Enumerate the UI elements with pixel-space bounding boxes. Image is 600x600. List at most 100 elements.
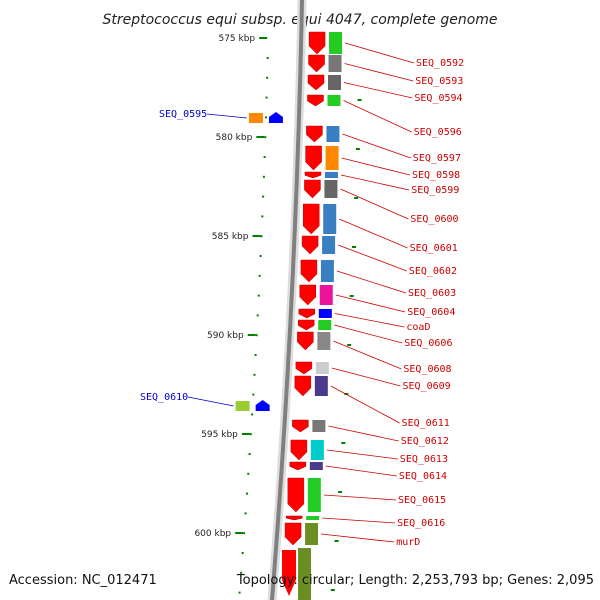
gene-arrow xyxy=(292,419,309,433)
skew-dot xyxy=(253,373,256,376)
label-leader xyxy=(323,494,397,501)
skew-dot xyxy=(265,96,268,99)
cog-bar xyxy=(318,309,332,318)
scale-label: 580 kbp xyxy=(216,133,253,143)
cog-bar xyxy=(306,516,320,520)
cog-category-track xyxy=(235,32,343,600)
skew-dot xyxy=(349,295,354,297)
gene-label: SEQ_0614 xyxy=(399,471,447,482)
skew-dot xyxy=(258,274,261,277)
cog-bar xyxy=(309,462,323,470)
label-leader xyxy=(322,517,396,524)
gene-label: SEQ_0615 xyxy=(398,495,446,506)
gene-arrow xyxy=(297,319,315,331)
cog-bar xyxy=(319,285,333,305)
gene-label: SEQ_0594 xyxy=(414,93,462,104)
label-leader xyxy=(325,465,397,477)
skew-dot xyxy=(266,76,269,79)
scale-ticks: 575 kbp 580 kbp 585 kbp 590 kbp 595 kbp 600 k… xyxy=(194,34,268,539)
skew-dot xyxy=(355,148,360,150)
skew-dot xyxy=(249,433,252,436)
scale-label: 585 kbp xyxy=(212,232,249,242)
gene-arrow xyxy=(290,439,308,461)
label-leader xyxy=(328,425,399,442)
label-leader xyxy=(343,82,413,99)
skew-dot xyxy=(334,540,339,542)
scale-label: 600 kbp xyxy=(194,529,231,539)
gene-label: SEQ_0600 xyxy=(410,214,458,225)
gene-arrow xyxy=(255,400,270,411)
gene-label: SEQ_0613 xyxy=(400,454,448,465)
skew-dot xyxy=(240,571,243,574)
skew-dot xyxy=(252,393,255,396)
label-leader xyxy=(344,63,414,82)
gene-label: SEQ_0601 xyxy=(410,243,458,254)
skew-dot xyxy=(262,175,265,178)
label-leader xyxy=(187,396,234,407)
skew-dot xyxy=(255,334,258,337)
cog-bar xyxy=(328,75,342,90)
gene-label: SEQ_0596 xyxy=(414,127,462,138)
cog-bar xyxy=(325,146,339,170)
cog-bar xyxy=(310,440,324,460)
skew-dot xyxy=(241,552,244,554)
label-leader xyxy=(334,324,403,344)
cog-bar xyxy=(322,236,336,254)
label-leader xyxy=(337,244,407,272)
gene-label: SEQ_0597 xyxy=(413,153,461,164)
skew-dot xyxy=(260,235,263,238)
skew-dot xyxy=(354,197,359,199)
gene-arrow xyxy=(308,31,326,55)
gene-label: coaD xyxy=(406,322,430,333)
cog-bar xyxy=(305,523,319,545)
gene-arrow xyxy=(295,361,313,375)
gene-arrow xyxy=(289,461,307,471)
label-leader xyxy=(340,174,410,191)
scale-label: 590 kbp xyxy=(207,331,244,341)
gene-label: SEQ_0609 xyxy=(403,381,451,392)
gene-arrow xyxy=(287,477,305,513)
label-leader xyxy=(334,313,405,328)
gene-label: SEQ_0610 xyxy=(140,392,188,403)
gene-arrow xyxy=(268,112,283,123)
gene-label: SEQ_0612 xyxy=(401,436,449,447)
skew-dot xyxy=(261,215,264,218)
gene-label: SEQ_0604 xyxy=(407,307,455,318)
skew-dot xyxy=(254,354,257,356)
skew-dot xyxy=(338,491,343,493)
cog-bar xyxy=(324,172,338,178)
backbone-line xyxy=(270,0,304,600)
gene-label: SEQ_0595 xyxy=(159,109,207,120)
cog-bar xyxy=(318,320,332,330)
label-leader xyxy=(333,340,402,370)
gene-label: SEQ_0602 xyxy=(409,266,457,277)
cog-bar xyxy=(307,478,321,512)
cog-bar xyxy=(315,362,329,374)
gene-label: SEQ_0603 xyxy=(408,288,456,299)
skew-dot xyxy=(256,314,259,317)
skew-dot xyxy=(264,136,267,139)
gene-arrow xyxy=(302,203,320,235)
skew-dot xyxy=(352,246,357,248)
gene-label: SEQ_0608 xyxy=(403,364,451,375)
skew-dot xyxy=(266,57,269,59)
gene-labels: SEQ_0592 SEQ_0593 SEQ_0594 SEQ_0596 SEQ_0597… xyxy=(140,42,464,548)
label-leader xyxy=(340,188,409,220)
gene-arrow xyxy=(308,54,325,73)
scale-label: 595 kbp xyxy=(201,430,238,440)
skew-dot xyxy=(243,532,246,535)
gene-label: SEQ_0593 xyxy=(415,76,463,87)
skew-dot xyxy=(248,453,251,455)
label-leader xyxy=(336,270,407,294)
cog-bar xyxy=(329,32,343,54)
scale-label: 575 kbp xyxy=(218,34,255,44)
cog-bar xyxy=(327,95,341,106)
gene-arrow xyxy=(306,125,323,143)
label-leader xyxy=(330,385,400,424)
gene-arrow xyxy=(282,550,296,596)
skew-dot xyxy=(259,255,262,257)
gene-label: SEQ_0592 xyxy=(416,58,464,69)
cog-bar xyxy=(326,126,340,142)
skew-dot xyxy=(330,589,335,591)
